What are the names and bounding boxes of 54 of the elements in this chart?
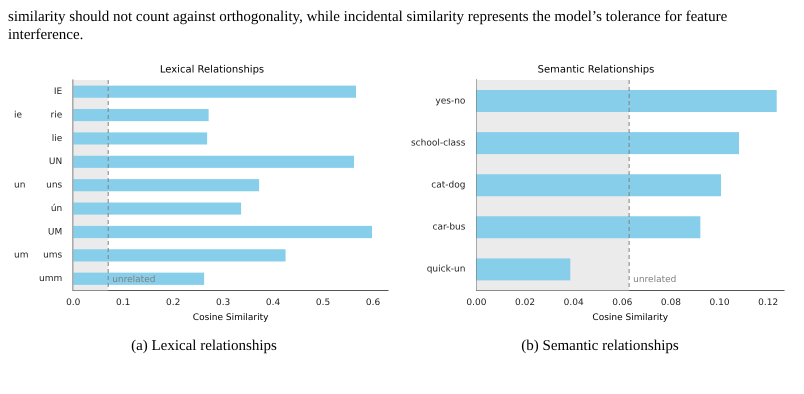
bar xyxy=(476,174,722,196)
bar xyxy=(73,132,208,145)
ref-line-label: unrelated xyxy=(112,275,156,286)
x-tick-label: 0.12 xyxy=(758,298,778,308)
y-tick-label: car-bus xyxy=(432,222,466,233)
bar xyxy=(73,226,372,238)
x-axis-title: Cosine Similarity xyxy=(592,312,669,323)
y-tick-label: UN xyxy=(48,157,62,168)
bar xyxy=(476,132,740,154)
bar xyxy=(73,249,286,262)
x-tick-label: 0.02 xyxy=(515,298,536,308)
bar xyxy=(73,179,260,192)
bar xyxy=(476,90,777,112)
y-tick-label: rie xyxy=(50,110,63,120)
chart-title: Semantic Relationships xyxy=(538,64,654,76)
x-tick-label: 0.2 xyxy=(166,298,180,308)
bar xyxy=(73,202,242,215)
x-axis-title: Cosine Similarity xyxy=(192,312,270,323)
x-tick-label: 0.04 xyxy=(564,298,584,308)
y-tick-label: ún xyxy=(50,202,62,214)
y-tick-label: umm xyxy=(38,274,62,284)
y-tick-label: school-class xyxy=(410,138,466,148)
bar xyxy=(476,258,570,280)
chart-title: Lexical Relationships xyxy=(160,64,264,76)
x-tick-label: 0.10 xyxy=(710,298,730,308)
text: similarity should not count against orthogonality, while incidental similarity represents the model’s tolerance for feature interference. xyxy=(8,8,728,44)
x-tick-label: 0.4 xyxy=(266,298,281,308)
bar xyxy=(73,272,204,285)
text: um xyxy=(14,250,28,261)
bar xyxy=(476,216,700,238)
y-tick-label: cat-dog xyxy=(431,180,466,191)
y-tick-label: IE xyxy=(54,87,63,98)
y-tick-label: ums xyxy=(43,250,63,261)
y-tick-label: lie xyxy=(52,134,63,144)
x-tick-label: 0.1 xyxy=(116,298,130,308)
x-tick-label: 0.3 xyxy=(216,298,230,308)
text: (b) Semantic relationships xyxy=(520,338,680,355)
text: (a) Lexical relationships xyxy=(130,338,278,355)
y-tick-label: quick-un xyxy=(426,264,466,275)
text: ie xyxy=(14,110,22,120)
x-tick-label: 0.5 xyxy=(316,298,330,308)
bar xyxy=(73,156,354,168)
x-tick-label: 0.6 xyxy=(366,298,380,308)
y-tick-label: uns xyxy=(46,180,63,191)
x-tick-label: 0.0 xyxy=(66,298,81,308)
bar xyxy=(73,108,209,122)
ref-line-label: unrelated xyxy=(633,275,676,286)
x-tick-label: 0.08 xyxy=(660,298,682,308)
bar xyxy=(73,86,356,98)
x-tick-label: 0.00 xyxy=(466,298,487,308)
x-tick-label: 0.06 xyxy=(612,298,633,308)
y-tick-label: UM xyxy=(48,227,62,238)
y-tick-label: yes-no xyxy=(435,96,466,106)
text: un xyxy=(14,180,26,191)
